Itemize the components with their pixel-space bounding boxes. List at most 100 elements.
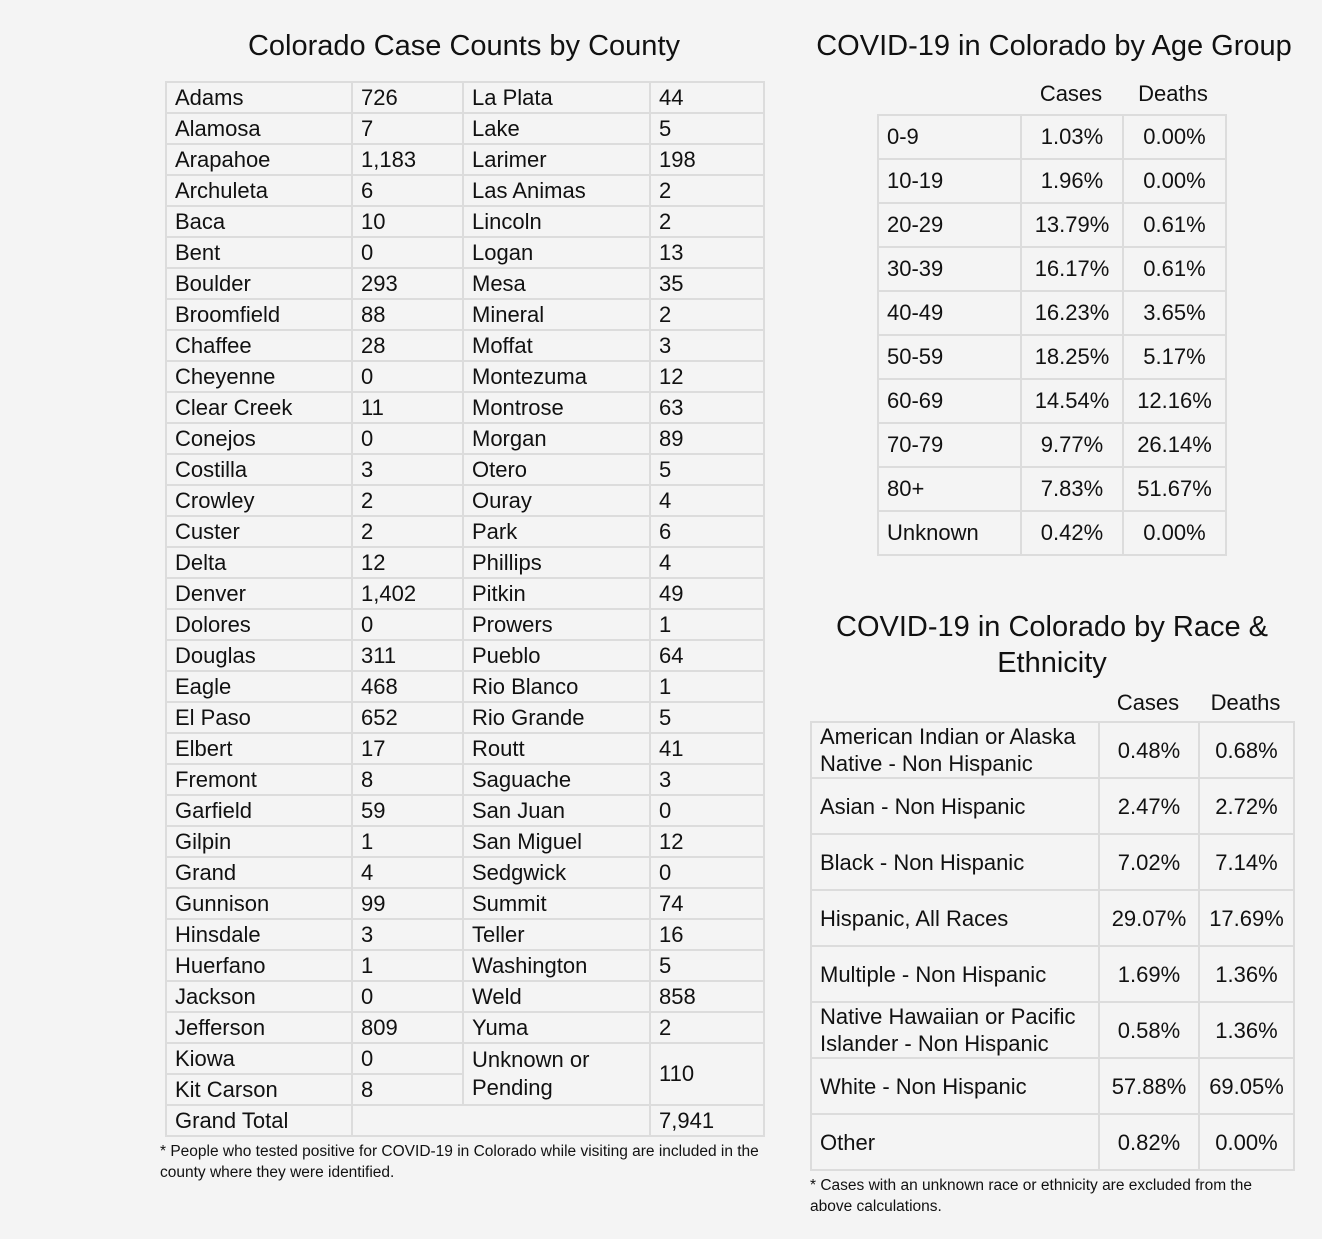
county-name: Morgan xyxy=(462,422,651,455)
deaths-pct: 17.69% xyxy=(1198,889,1295,947)
table-row: Multiple - Non Hispanic 1.69% 1.36% xyxy=(810,945,1295,1003)
county-name: Routt xyxy=(462,732,651,765)
county-count: 4 xyxy=(351,856,464,889)
county-table: Adams 726 La Plata 44 Alamosa 7 Lake 5 Arapahoe 1… xyxy=(165,81,765,1137)
deaths-pct: 1.36% xyxy=(1198,1001,1295,1059)
county-count: 311 xyxy=(351,639,464,672)
table-row: Hinsdale 3 Teller 16 xyxy=(165,918,765,951)
cases-pct: 0.48% xyxy=(1098,721,1200,779)
race-header-deaths: Deaths xyxy=(1210,690,1281,715)
county-name: Phillips xyxy=(462,546,651,579)
county-count: 63 xyxy=(649,391,765,424)
cases-pct: 57.88% xyxy=(1098,1057,1200,1115)
cases-pct: 1.03% xyxy=(1020,114,1124,160)
table-row: Jackson 0 Weld 858 xyxy=(165,980,765,1013)
county-name: Pitkin xyxy=(462,577,651,610)
deaths-pct: 3.65% xyxy=(1122,290,1227,336)
county-count: 49 xyxy=(649,577,765,610)
county-count: 1 xyxy=(351,949,464,982)
county-name: Ouray xyxy=(462,484,651,517)
county-count: 5 xyxy=(649,701,765,734)
table-row: Arapahoe 1,183 Larimer 198 xyxy=(165,143,765,176)
table-row: Boulder 293 Mesa 35 xyxy=(165,267,765,300)
race-group: Asian - Non Hispanic xyxy=(810,777,1100,835)
table-row: Eagle 468 Rio Blanco 1 xyxy=(165,670,765,703)
table-row: Adams 726 La Plata 44 xyxy=(165,81,765,114)
age-section: COVID-19 in Colorado by Age Group Cases … xyxy=(790,28,1318,556)
table-row: 20-29 13.79% 0.61% xyxy=(877,202,1227,248)
age-group: 10-19 xyxy=(877,158,1022,204)
deaths-pct: 7.14% xyxy=(1198,833,1295,891)
cases-pct: 13.79% xyxy=(1020,202,1124,248)
table-row: Huerfano 1 Washington 5 xyxy=(165,949,765,982)
table-row: Clear Creek 11 Montrose 63 xyxy=(165,391,765,424)
deaths-pct: 0.00% xyxy=(1122,158,1227,204)
county-name: Elbert xyxy=(165,732,353,765)
county-name: Larimer xyxy=(462,143,651,176)
county-count: 88 xyxy=(351,298,464,331)
county-count: 1 xyxy=(351,825,464,858)
table-row: 80+ 7.83% 51.67% xyxy=(877,466,1227,512)
county-name: Montezuma xyxy=(462,360,651,393)
county-count: 1 xyxy=(649,608,765,641)
deaths-pct: 2.72% xyxy=(1198,777,1295,835)
county-count: 2 xyxy=(351,484,464,517)
county-footnote: * People who tested positive for COVID-1… xyxy=(160,1143,759,1181)
county-name: Teller xyxy=(462,918,651,951)
table-row: Bent 0 Logan 13 xyxy=(165,236,765,269)
deaths-pct: 51.67% xyxy=(1122,466,1227,512)
age-group: 50-59 xyxy=(877,334,1022,380)
age-group: 60-69 xyxy=(877,378,1022,424)
county-count: 110 xyxy=(649,1042,765,1106)
grand-total-spacer xyxy=(351,1104,651,1137)
county-name: Gilpin xyxy=(165,825,353,858)
deaths-pct: 0.00% xyxy=(1122,114,1227,160)
county-count: 1,402 xyxy=(351,577,464,610)
county-count: 3 xyxy=(649,329,765,362)
table-row: Conejos 0 Morgan 89 xyxy=(165,422,765,455)
table-row: Fremont 8 Saguache 3 xyxy=(165,763,765,796)
county-name: Cheyenne xyxy=(165,360,353,393)
county-name: Custer xyxy=(165,515,353,548)
county-name: Yuma xyxy=(462,1011,651,1044)
race-group: Black - Non Hispanic xyxy=(810,833,1100,891)
county-name: Alamosa xyxy=(165,112,353,145)
table-row: Gunnison 99 Summit 74 xyxy=(165,887,765,920)
table-row: Elbert 17 Routt 41 xyxy=(165,732,765,765)
age-group: 80+ xyxy=(877,466,1022,512)
table-row: Douglas 311 Pueblo 64 xyxy=(165,639,765,672)
table-row: Kit Carson 8 xyxy=(165,1073,764,1106)
county-name: Denver xyxy=(165,577,353,610)
table-row: Broomfield 88 Mineral 2 xyxy=(165,298,765,331)
county-name: Broomfield xyxy=(165,298,353,331)
county-count: 41 xyxy=(649,732,765,765)
county-name: Baca xyxy=(165,205,353,238)
race-group: Hispanic, All Races xyxy=(810,889,1100,947)
race-headers: Cases Deaths xyxy=(1098,689,1294,717)
age-group: 0-9 xyxy=(877,114,1022,160)
cases-pct: 1.96% xyxy=(1020,158,1124,204)
table-row: 30-39 16.17% 0.61% xyxy=(877,246,1227,292)
county-count: 12 xyxy=(649,360,765,393)
grand-total-value: 7,941 xyxy=(649,1104,765,1137)
county-count: 3 xyxy=(351,918,464,951)
county-name: Clear Creek xyxy=(165,391,353,424)
table-row: Chaffee 28 Moffat 3 xyxy=(165,329,765,362)
county-name: Jefferson xyxy=(165,1011,353,1044)
county-count: 8 xyxy=(351,1073,464,1106)
county-count: 2 xyxy=(649,174,765,207)
grand-total-label: Grand Total xyxy=(165,1104,353,1137)
county-name: Summit xyxy=(462,887,651,920)
county-count: 59 xyxy=(351,794,464,827)
county-count: 2 xyxy=(649,298,765,331)
county-count: 5 xyxy=(649,453,765,486)
table-row: El Paso 652 Rio Grande 5 xyxy=(165,701,765,734)
county-count: 858 xyxy=(649,980,765,1013)
county-count: 74 xyxy=(649,887,765,920)
table-row: White - Non Hispanic 57.88% 69.05% xyxy=(810,1057,1295,1115)
county-count: 28 xyxy=(351,329,464,362)
county-count: 6 xyxy=(649,515,765,548)
county-count: 2 xyxy=(649,1011,765,1044)
county-count: 13 xyxy=(649,236,765,269)
county-name: Grand xyxy=(165,856,353,889)
